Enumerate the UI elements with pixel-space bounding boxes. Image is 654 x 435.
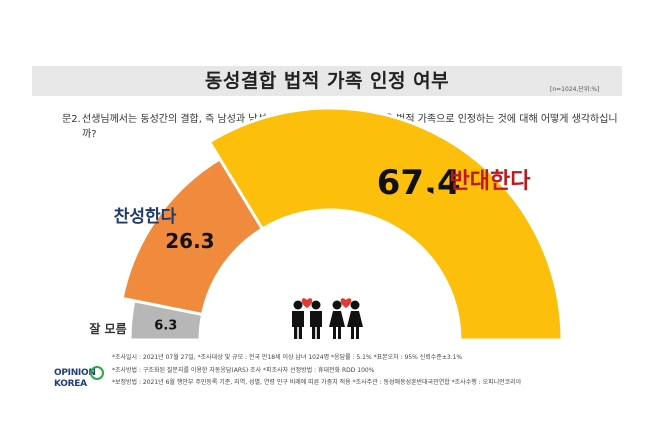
segment-2 [207, 106, 564, 342]
value-label-0: 6.3 [154, 319, 177, 334]
value-label-1: 26.3 [165, 229, 214, 253]
woman-figure-icon [329, 300, 345, 339]
category-label-0: 잘 모름 [89, 321, 126, 336]
logo-ring-icon [90, 366, 104, 380]
heart-icon [301, 298, 313, 308]
callout-arrow-disagree [425, 190, 438, 204]
man-figure-icon [292, 300, 304, 339]
page-title: 동성결합 법적 가족 인정 여부 [204, 70, 450, 92]
unit-note: [n=1024,단위:%] [550, 86, 600, 93]
opinion-korea-logo: OPINION KOREA [50, 364, 110, 394]
footnote-2: *조사방법 : 구조화된 질문지를 이용한 자동응답(ARS) 조사 *피조사자… [112, 366, 375, 374]
title-bar: 동성결합 법적 가족 인정 여부 [32, 66, 622, 96]
man-figure-icon [310, 300, 322, 339]
category-label-1: 찬성한다 [114, 207, 177, 227]
question-number: 문2. [62, 114, 81, 125]
callout-arrow-agree [188, 212, 198, 226]
logo-line1: OPINION [54, 368, 96, 378]
footnote-3: *보정방법 : 2021년 6월 행안부 주민등록 기준, 지역, 성별, 연령… [112, 379, 522, 386]
heart-icon [340, 298, 352, 308]
value-label-2: 67.4 [377, 163, 461, 203]
category-label-2: 반대한다 [450, 169, 532, 194]
footnotes: *조사일시 : 2021년 07월 27일, *조사대상 및 규모 : 전국 만… [112, 352, 642, 390]
footnote-1: *조사일시 : 2021년 07월 27일, *조사대상 및 규모 : 전국 만… [112, 354, 463, 361]
chart-segments [120, 106, 564, 342]
couple-icons [292, 298, 363, 339]
logo-line2: KOREA [54, 379, 87, 389]
woman-figure-icon [347, 300, 363, 339]
